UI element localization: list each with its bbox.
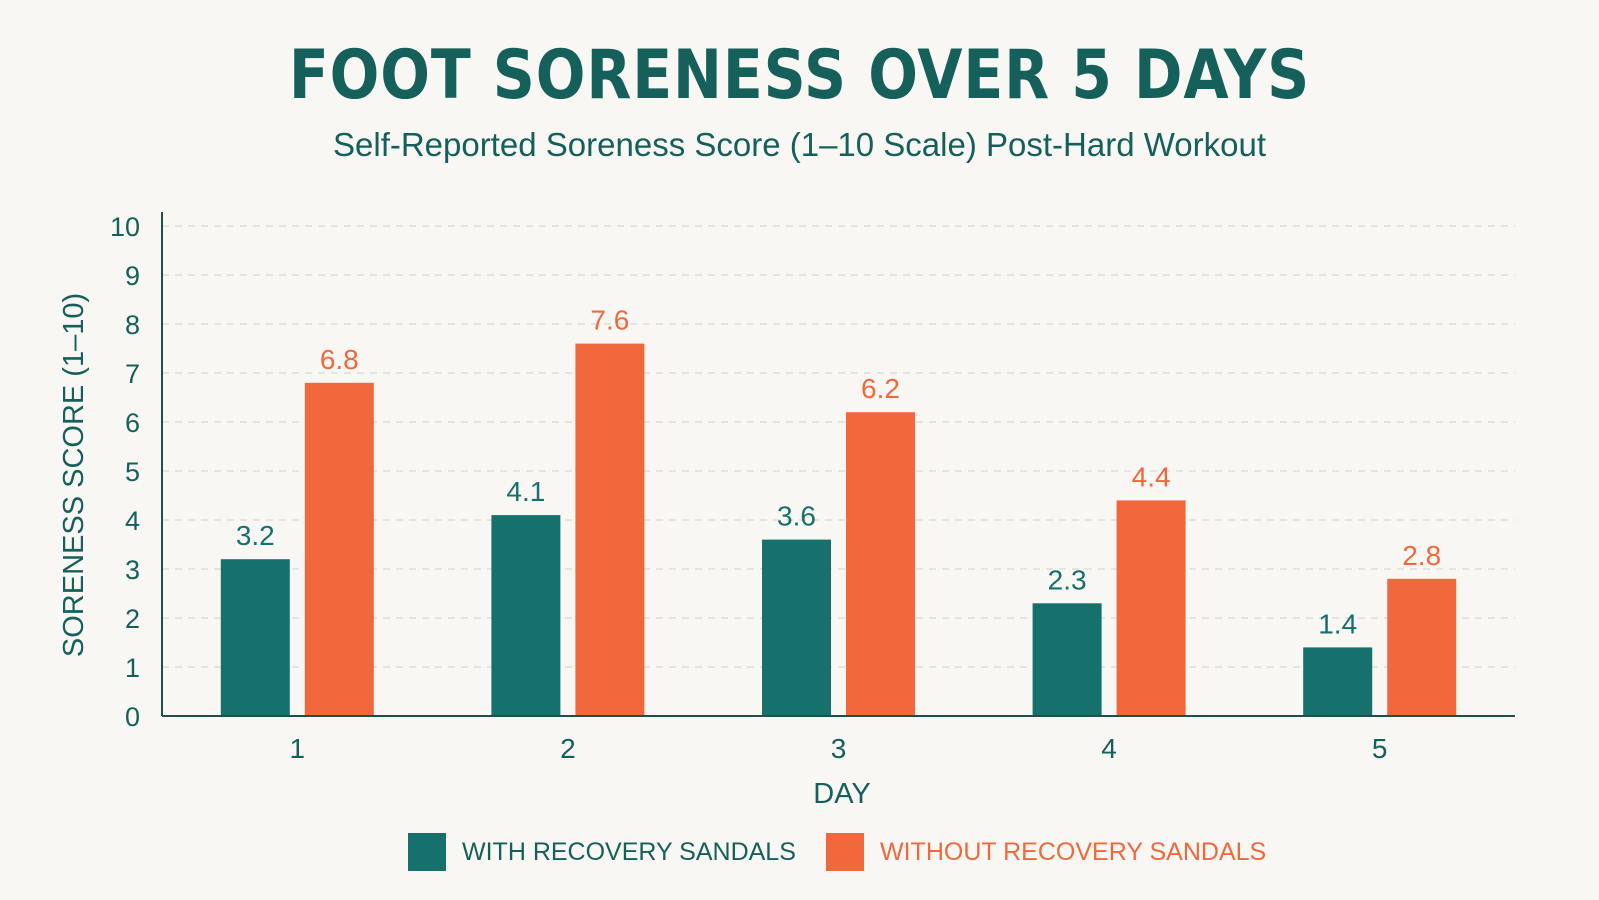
- x-tick-label: 1: [290, 733, 306, 764]
- y-axis-label: SORENESS SCORE (1–10): [58, 293, 90, 657]
- y-tick-label: 10: [110, 212, 140, 242]
- y-tick-label: 5: [125, 457, 140, 487]
- axes: 0 1 2 3 4 5 6 7 8 9 10 1 2 3 4 5: [110, 212, 1515, 764]
- x-axis-label: DAY: [813, 778, 870, 810]
- legend-item-without-recovery-sandals: WITHOUT RECOVERY SANDALS: [826, 832, 1266, 872]
- x-tick-label: 4: [1101, 733, 1117, 764]
- bar-with-day-5: [1303, 647, 1373, 716]
- legend-label-with: WITH RECOVERY SANDALS: [462, 837, 796, 866]
- legend-swatch-teal: [408, 833, 446, 871]
- data-label: 3.2: [236, 520, 275, 551]
- legend-swatch-orange: [826, 833, 864, 871]
- data-label: 4.4: [1132, 461, 1171, 492]
- data-label: 4.1: [506, 476, 545, 507]
- data-label: 6.2: [861, 373, 900, 404]
- y-tick-label: 3: [125, 555, 140, 585]
- y-tick-label: 0: [125, 702, 140, 732]
- data-label: 7.6: [590, 305, 629, 336]
- y-tick-label: 9: [125, 261, 140, 291]
- bars: 3.2 6.8 4.1 7.6 3.6 6.2 2.3 4.4 1.4 2.8: [220, 305, 1457, 716]
- data-label: 2.3: [1048, 564, 1087, 595]
- y-tick-label: 8: [125, 310, 140, 340]
- bar-without-day-3: [846, 412, 915, 716]
- bar-with-day-4: [1032, 603, 1102, 716]
- chart-subtitle: Self-Reported Soreness Score (1–10 Scale…: [333, 126, 1266, 163]
- x-tick-label: 5: [1372, 733, 1388, 764]
- data-label: 6.8: [320, 344, 359, 375]
- legend-label-without: WITHOUT RECOVERY SANDALS: [880, 837, 1267, 866]
- y-tick-label: 2: [125, 604, 140, 634]
- y-tick-label: 6: [125, 408, 140, 438]
- x-tick-label: 3: [831, 733, 847, 764]
- x-tick-label: 2: [560, 733, 576, 764]
- bar-without-day-2: [575, 343, 645, 716]
- y-tick-label: 1: [125, 653, 140, 683]
- bar-without-day-1: [304, 382, 374, 716]
- bar-with-day-1: [220, 559, 290, 716]
- grid-lines: [162, 225, 1515, 668]
- bar-without-day-5: [1387, 578, 1457, 716]
- data-label: 3.6: [777, 501, 816, 532]
- chart-title: FOOT SORENESS OVER 5 DAYS: [288, 36, 1311, 115]
- bar-with-day-2: [491, 515, 561, 716]
- y-tick-label: 7: [125, 359, 140, 389]
- bar-without-day-4: [1116, 500, 1186, 716]
- bar-with-day-3: [762, 539, 831, 716]
- data-label: 2.8: [1402, 540, 1441, 571]
- legend-item-with-recovery-sandals: WITH RECOVERY SANDALS: [408, 832, 796, 872]
- data-label: 1.4: [1318, 608, 1357, 639]
- y-tick-label: 4: [125, 506, 140, 536]
